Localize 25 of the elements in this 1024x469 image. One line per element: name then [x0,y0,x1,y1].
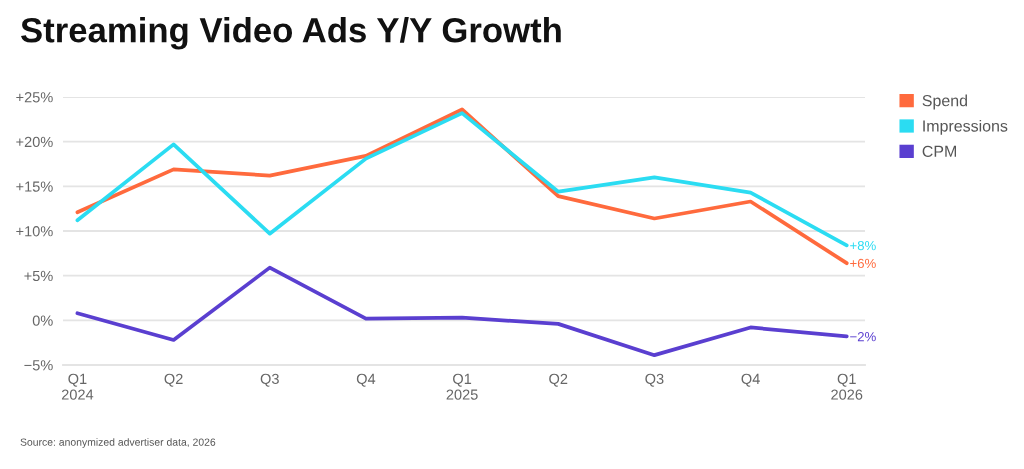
y-tick-label: +5% [24,270,53,282]
y-tick-label: +25% [16,92,53,103]
x-tick-label: Q3 [260,373,279,387]
line-series [75,265,849,358]
y-tick-label: −5% [24,360,53,371]
x-tick-label: Q4 [741,373,760,387]
x-tick-label: Q4 [356,373,376,387]
y-tick-label: +10% [16,226,53,237]
x-tick-label: Q2 [549,373,568,387]
x-tick-label: Q3 [645,373,664,387]
data-label: +8% [850,240,876,251]
x-tick-label: Q1 2024 [61,373,94,400]
x-tick-label: Q2 [164,373,183,387]
x-tick-label: Q1 2026 [831,373,863,400]
data-label: +6% [850,258,876,269]
legend-label: Impressions [923,119,1008,135]
source-note: Source: anonymized advertiser data, 2026 [20,438,216,448]
legend-label: Spend [922,94,967,110]
legend-label: CPM [922,145,956,158]
x-tick-label: Q1 2025 [446,373,478,400]
y-tick-label: 0% [32,315,53,326]
y-tick-label: +15% [16,181,53,192]
y-tick-label: +20% [16,136,53,148]
data-label: −2% [850,332,876,342]
chart-title: Streaming Video Ads Y/Y Growth [21,17,561,50]
